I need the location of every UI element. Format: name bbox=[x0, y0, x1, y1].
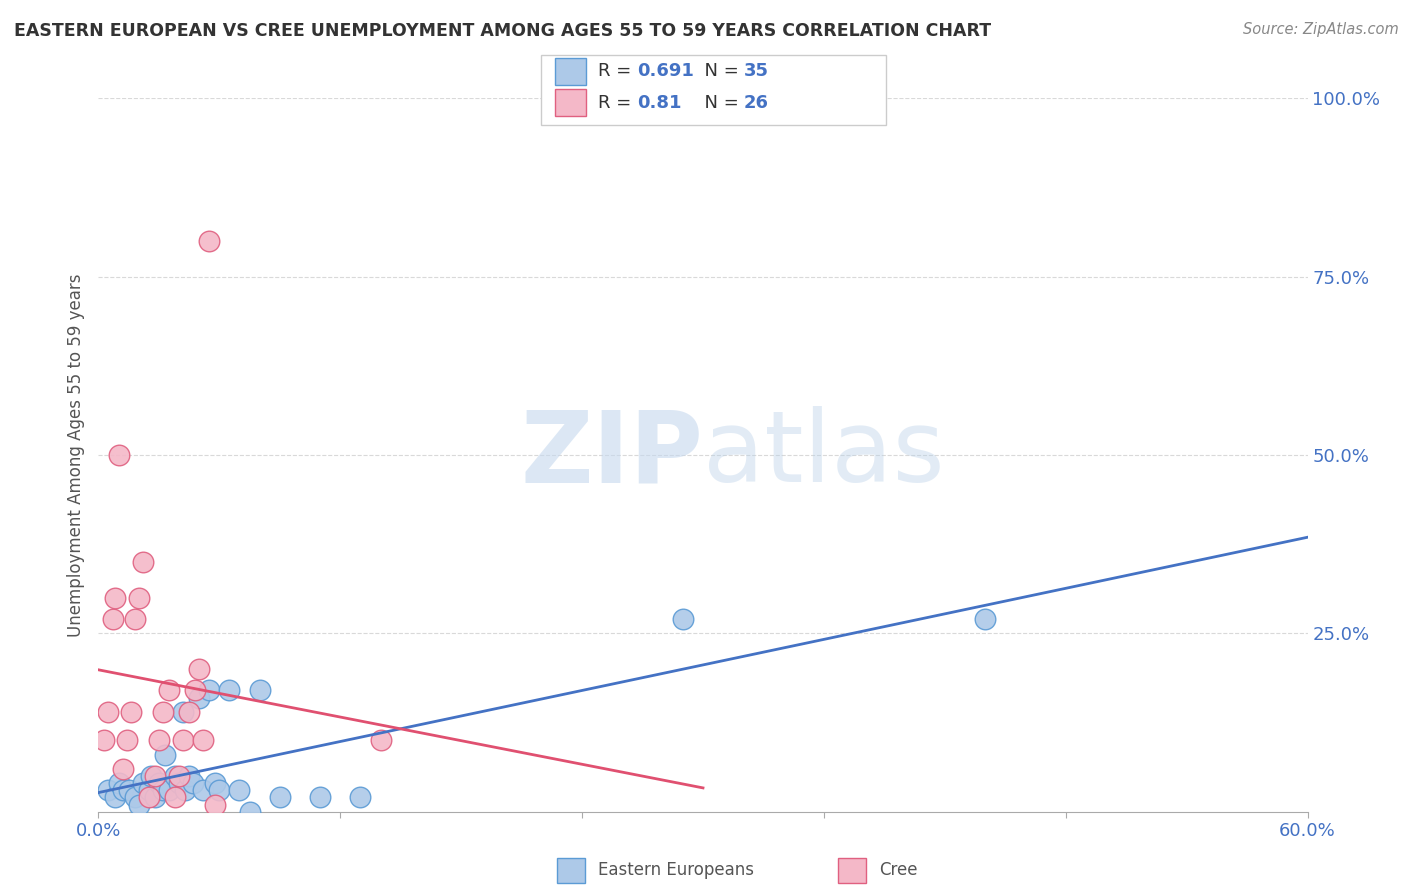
Text: Eastern Europeans: Eastern Europeans bbox=[598, 861, 754, 879]
Point bbox=[115, 733, 138, 747]
Point bbox=[672, 612, 695, 626]
Text: R =: R = bbox=[598, 62, 637, 80]
Point bbox=[218, 683, 240, 698]
Point bbox=[181, 776, 204, 790]
Point bbox=[111, 762, 134, 776]
Point bbox=[128, 797, 150, 812]
Point bbox=[309, 790, 332, 805]
Text: N =: N = bbox=[693, 94, 745, 112]
Point bbox=[138, 790, 160, 805]
Point bbox=[193, 733, 215, 747]
Point bbox=[163, 790, 186, 805]
Point bbox=[124, 790, 146, 805]
Point bbox=[118, 783, 141, 797]
Text: 35: 35 bbox=[744, 62, 769, 80]
Point bbox=[172, 733, 194, 747]
Point bbox=[124, 612, 146, 626]
Point bbox=[120, 705, 142, 719]
Point bbox=[132, 555, 155, 569]
Point bbox=[174, 783, 197, 797]
Point bbox=[139, 769, 162, 783]
Point bbox=[193, 783, 215, 797]
Point bbox=[152, 705, 174, 719]
Point bbox=[204, 776, 226, 790]
Point bbox=[249, 683, 271, 698]
Point bbox=[228, 783, 250, 797]
Point bbox=[239, 805, 262, 819]
Point bbox=[148, 776, 170, 790]
Point bbox=[107, 448, 129, 462]
Point bbox=[198, 683, 221, 698]
Text: Source: ZipAtlas.com: Source: ZipAtlas.com bbox=[1243, 22, 1399, 37]
Point bbox=[269, 790, 291, 805]
Point bbox=[184, 683, 207, 698]
Text: Cree: Cree bbox=[879, 861, 917, 879]
Point bbox=[148, 733, 170, 747]
Point bbox=[163, 769, 186, 783]
Y-axis label: Unemployment Among Ages 55 to 59 years: Unemployment Among Ages 55 to 59 years bbox=[66, 273, 84, 637]
Point bbox=[204, 797, 226, 812]
Point bbox=[128, 591, 150, 605]
Point bbox=[111, 783, 134, 797]
Point bbox=[93, 733, 115, 747]
Point bbox=[152, 783, 174, 797]
Point bbox=[138, 783, 160, 797]
Text: 26: 26 bbox=[744, 94, 769, 112]
Point bbox=[143, 790, 166, 805]
Text: R =: R = bbox=[598, 94, 637, 112]
Point bbox=[179, 705, 201, 719]
Point bbox=[132, 776, 155, 790]
Point bbox=[974, 612, 997, 626]
Point bbox=[157, 683, 180, 698]
Text: N =: N = bbox=[693, 62, 745, 80]
Point bbox=[107, 776, 129, 790]
Point bbox=[97, 705, 120, 719]
Point bbox=[143, 769, 166, 783]
Point bbox=[103, 790, 125, 805]
Point bbox=[188, 662, 211, 676]
Point bbox=[153, 747, 176, 762]
Point bbox=[172, 705, 194, 719]
Text: atlas: atlas bbox=[703, 407, 945, 503]
Point bbox=[101, 612, 124, 626]
Text: ZIP: ZIP bbox=[520, 407, 703, 503]
Text: 0.81: 0.81 bbox=[637, 94, 682, 112]
Point bbox=[370, 733, 392, 747]
Text: 0.691: 0.691 bbox=[637, 62, 693, 80]
Point bbox=[208, 783, 231, 797]
Point bbox=[188, 690, 211, 705]
Point bbox=[349, 790, 371, 805]
Point bbox=[103, 591, 125, 605]
Point bbox=[97, 783, 120, 797]
Point bbox=[157, 783, 180, 797]
Point bbox=[167, 776, 190, 790]
Point bbox=[179, 769, 201, 783]
Point bbox=[167, 769, 190, 783]
Point bbox=[198, 234, 221, 248]
Text: EASTERN EUROPEAN VS CREE UNEMPLOYMENT AMONG AGES 55 TO 59 YEARS CORRELATION CHAR: EASTERN EUROPEAN VS CREE UNEMPLOYMENT AM… bbox=[14, 22, 991, 40]
